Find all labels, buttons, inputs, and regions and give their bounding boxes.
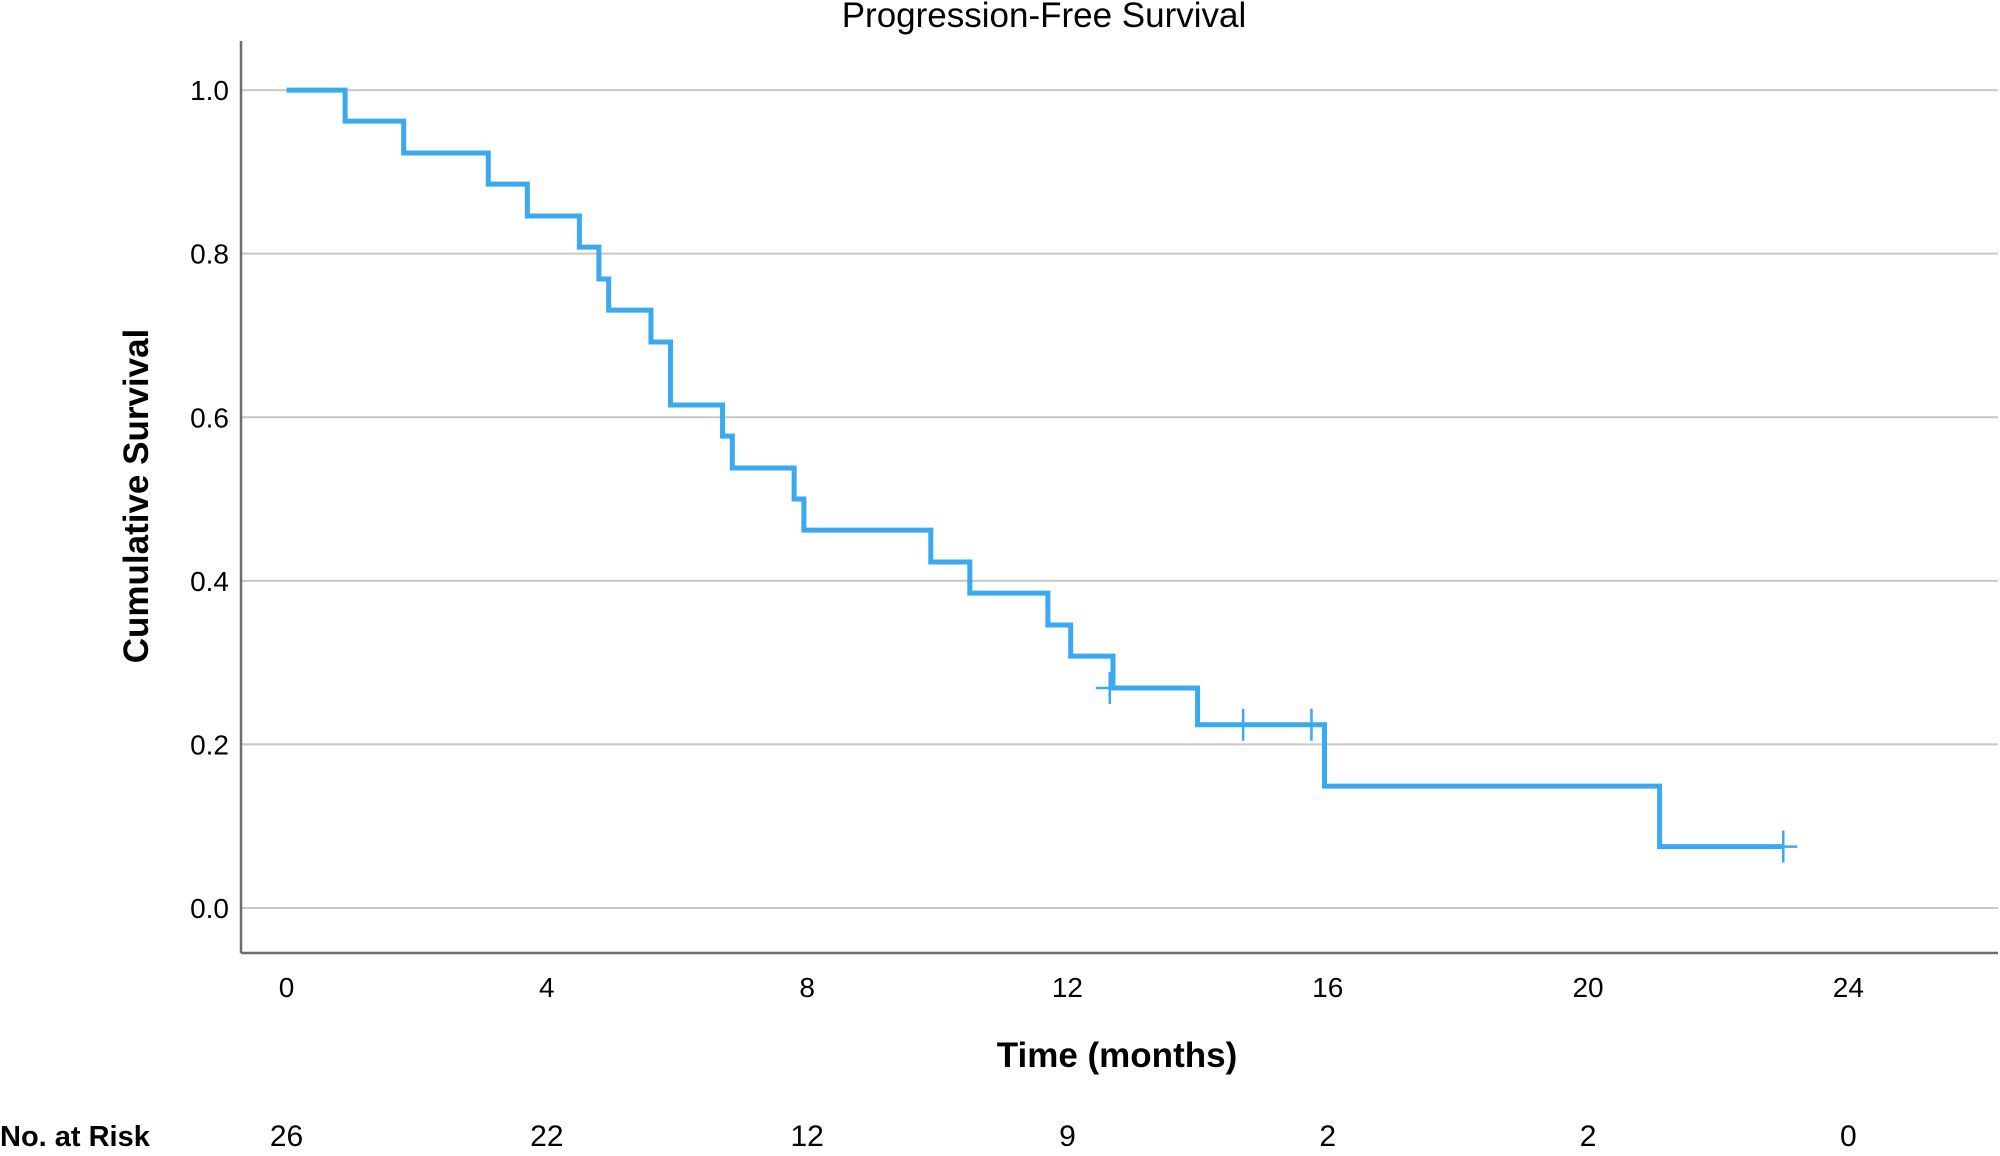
censor-mark	[1297, 708, 1326, 741]
x-tick-label: 4	[539, 972, 555, 1003]
y-axis-label: Cumulative Survival	[117, 329, 156, 664]
y-tick-label: 0.0	[190, 893, 229, 924]
risk-table-label: No. at Risk	[0, 1121, 151, 1153]
censor-mark	[1095, 671, 1124, 704]
risk-table: 26 22 12 9 2 2 0	[270, 1120, 1857, 1153]
risk-value: 2	[1580, 1120, 1597, 1153]
survival-series	[286, 87, 1798, 863]
x-tick-label: 20	[1572, 972, 1603, 1003]
risk-value: 22	[530, 1120, 563, 1153]
y-tick-label: 0.4	[190, 566, 229, 597]
x-tick-label: 16	[1312, 972, 1343, 1003]
risk-value: 26	[270, 1120, 303, 1153]
x-tick-label: 0	[279, 972, 295, 1003]
x-axis-label: Time (months)	[997, 1036, 1237, 1075]
y-tick-label: 1.0	[190, 75, 229, 106]
y-tick-label: 0.2	[190, 729, 229, 760]
risk-value: 2	[1319, 1120, 1336, 1153]
risk-value: 9	[1059, 1120, 1076, 1153]
x-tick-label: 12	[1052, 972, 1083, 1003]
risk-value: 0	[1840, 1120, 1857, 1153]
gridlines	[241, 89, 1998, 910]
y-tick-labels: 0.0 0.2 0.4 0.6 0.8 1.0	[190, 75, 229, 924]
chart-title: Progression-Free Survival	[842, 0, 1247, 35]
x-tick-label: 8	[799, 972, 815, 1003]
risk-value: 12	[790, 1120, 823, 1153]
x-tick-labels: 0 4 8 12 16 20 24	[279, 972, 1864, 1003]
y-tick-label: 0.6	[190, 402, 229, 433]
censor-mark	[1769, 830, 1798, 863]
censor-mark	[1229, 708, 1258, 741]
axes	[239, 41, 1998, 955]
y-tick-label: 0.8	[190, 239, 229, 270]
x-tick-label: 24	[1833, 972, 1864, 1003]
survival-curve	[286, 87, 1784, 850]
